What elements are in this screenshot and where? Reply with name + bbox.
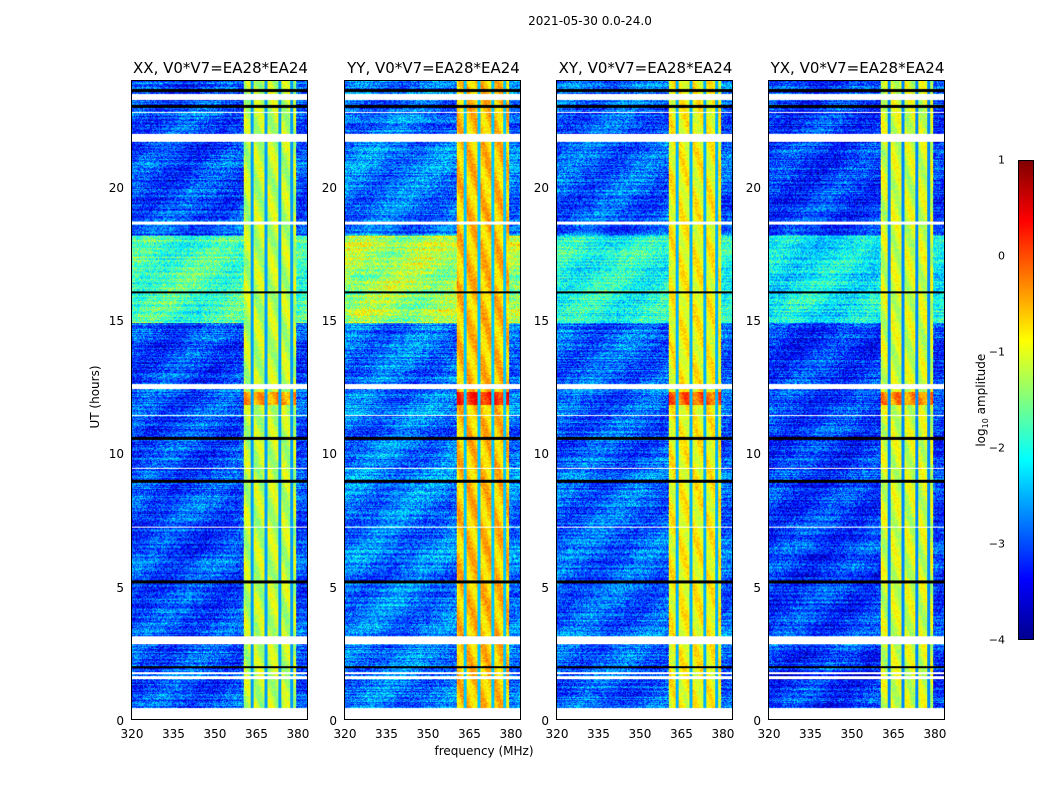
x-tick-label: 350 — [416, 727, 440, 741]
x-tick-label: 350 — [840, 727, 864, 741]
x-tick-label: 380 — [923, 727, 947, 741]
x-tick-label: 380 — [499, 727, 523, 741]
x-tick-label: 350 — [203, 727, 227, 741]
y-tick-label: 5 — [753, 580, 761, 595]
y-tick-label: 5 — [116, 580, 124, 595]
x-tick-label: 335 — [375, 727, 398, 741]
colorbar — [1018, 160, 1034, 640]
y-tick-label: 10 — [108, 447, 124, 462]
x-tick-label: 335 — [799, 727, 822, 741]
x-axis-label: frequency (MHz) — [434, 744, 534, 758]
x-tick-label: 320 — [545, 727, 569, 741]
y-tick-label: 20 — [533, 180, 549, 195]
heatmap-panel-3: XY, V0*V7=EA28*EA24 320 335 350 365 380 0 5 10 15… — [534, 59, 735, 741]
figure-title: 2021-05-30 0.0-24.0 — [528, 14, 652, 28]
y-tick-label: 0 — [753, 714, 761, 728]
heatmap-image — [132, 81, 307, 719]
y-tick-label: 10 — [745, 447, 761, 462]
colorbar-label: log10 amplitude — [973, 353, 991, 447]
x-tick-label: 335 — [587, 727, 610, 741]
y-tick-label: 20 — [745, 180, 761, 195]
heatmap-panel-2: YY, V0*V7=EA28*EA24 320 335 350 365 380 0 5 10 15… — [322, 59, 523, 741]
x-tick-label: 365 — [670, 727, 693, 741]
y-tick-label: 0 — [329, 714, 337, 728]
x-tick-label: 335 — [162, 727, 185, 741]
y-tick-label: 15 — [108, 314, 124, 328]
heatmap-image — [345, 81, 520, 719]
y-tick-label: 15 — [321, 314, 337, 328]
panel-title: XY, V0*V7=EA28*EA24 — [558, 59, 733, 77]
x-tick-label: 320 — [120, 727, 144, 741]
y-axis-label: UT (hours) — [88, 365, 102, 429]
x-tick-label: 365 — [882, 727, 905, 741]
y-tick-label: 0 — [116, 714, 124, 728]
x-tick-label: 380 — [711, 727, 735, 741]
y-tick-label: 15 — [533, 314, 549, 328]
x-tick-label: 365 — [245, 727, 268, 741]
y-tick-label: 20 — [108, 180, 124, 195]
y-tick-label: 10 — [533, 447, 549, 462]
panel-title: XX, V0*V7=EA28*EA24 — [133, 59, 308, 77]
colorbar-tick-label: −2 — [988, 441, 1005, 455]
y-tick-label: 5 — [329, 580, 337, 595]
heatmap-image — [769, 81, 944, 719]
y-tick-label: 5 — [541, 580, 549, 595]
colorbar-tick-label: 1 — [998, 153, 1005, 167]
colorbar-tick-label: −3 — [988, 537, 1005, 551]
y-tick-label: 20 — [321, 180, 337, 195]
x-tick-label: 320 — [333, 727, 357, 741]
x-tick-label: 320 — [757, 727, 781, 741]
y-tick-label: 15 — [745, 314, 761, 328]
heatmap-image — [557, 81, 732, 719]
panel-title: YY, V0*V7=EA28*EA24 — [347, 59, 520, 77]
colorbar-tick-label: −4 — [988, 633, 1005, 647]
heatmap-panel-4: YX, V0*V7=EA28*EA24 320 335 350 365 380 0 5 10 15… — [746, 59, 947, 741]
colorbar-tick-label: −1 — [988, 345, 1005, 359]
panel-title: YX, V0*V7=EA28*EA24 — [770, 59, 945, 77]
y-tick-label: 10 — [321, 447, 337, 462]
y-tick-label: 0 — [541, 714, 549, 728]
colorbar-tick-label: 0 — [998, 249, 1005, 263]
x-tick-label: 350 — [628, 727, 652, 741]
heatmap-panel-1: XX, V0*V7=EA28*EA24 320 335 350 365 380 0 5 10 15… — [109, 59, 310, 741]
x-tick-label: 380 — [286, 727, 310, 741]
x-tick-label: 365 — [458, 727, 481, 741]
